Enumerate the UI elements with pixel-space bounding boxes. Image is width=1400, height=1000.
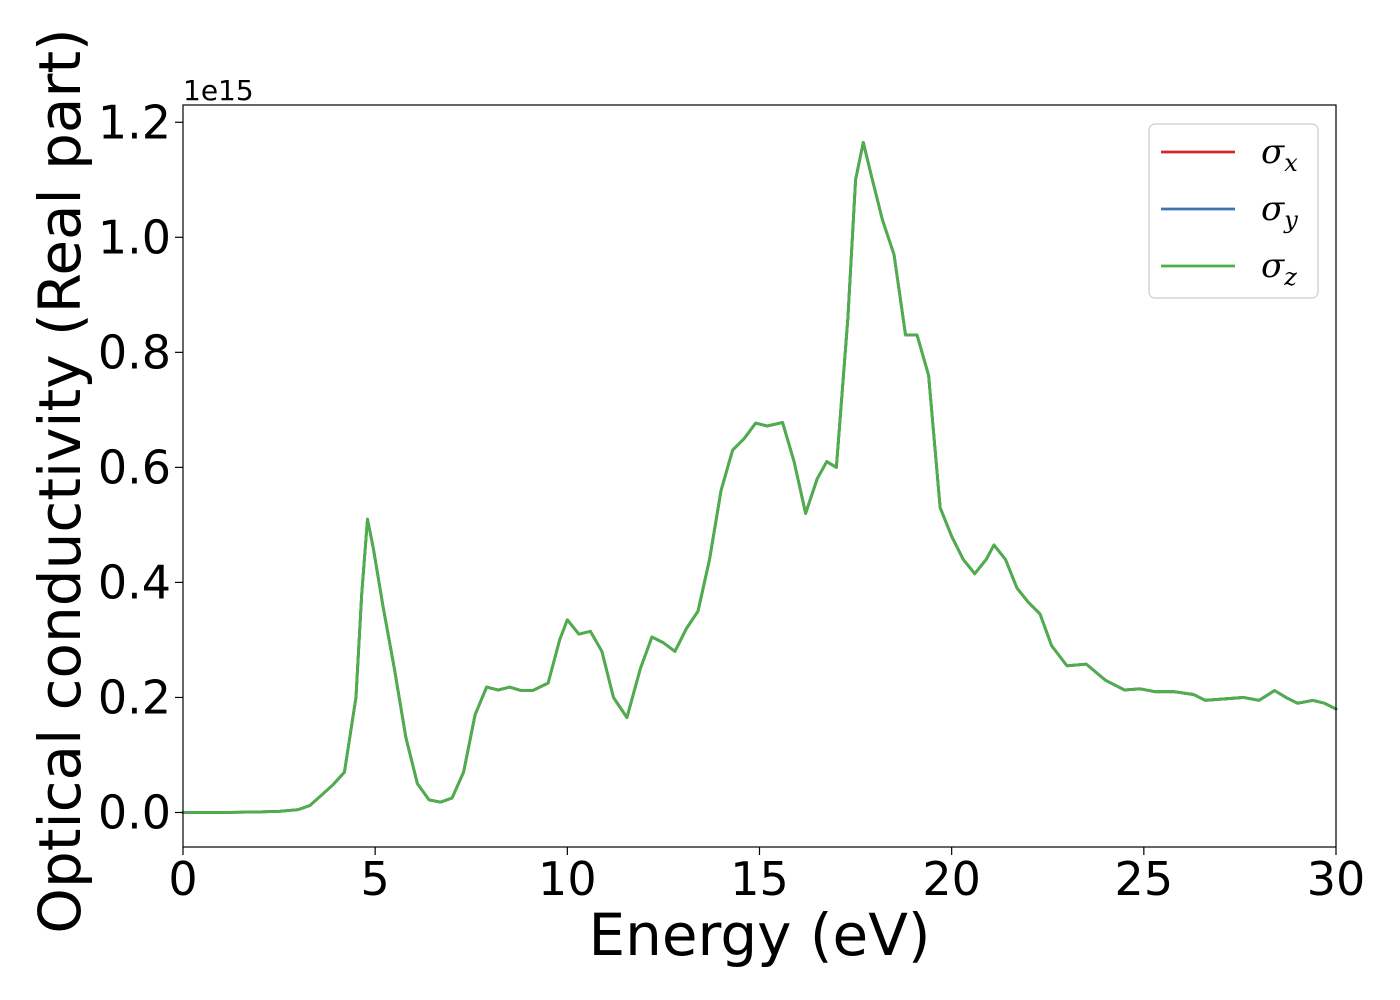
x-tick-label: 10 (538, 852, 597, 906)
x-axis: 0 5 10 15 20 25 30 (168, 847, 1365, 906)
series-line-sigma-z (181, 140, 1338, 814)
x-tick-label: 0 (168, 852, 197, 906)
x-tick-label: 20 (922, 852, 981, 906)
legend-label-sigma-z: σz (1261, 246, 1297, 291)
legend: σx σy σz (1148, 123, 1319, 299)
x-tick-label: 5 (361, 852, 390, 906)
legend-label-sigma-y: σy (1261, 189, 1298, 234)
y-tick-label: 0.2 (98, 670, 171, 724)
x-tick-label: 15 (730, 852, 789, 906)
x-tick-label: 30 (1307, 852, 1366, 906)
y-axis: 0.0 0.2 0.4 0.6 0.8 1.0 1.2 (98, 95, 183, 839)
plot-area (183, 105, 1336, 847)
x-tick-label: 25 (1115, 852, 1174, 906)
y-axis-label: Optical conductivity (Real part) (26, 28, 94, 933)
y-tick-label: 1.2 (98, 95, 171, 149)
legend-label-sigma-x: σx (1261, 132, 1298, 177)
y-tick-label: 0.4 (98, 555, 171, 609)
y-tick-label: 0.8 (98, 325, 171, 379)
series-layer (181, 140, 1338, 814)
legend-box (1148, 123, 1319, 299)
y-axis-offset-text: 1e15 (183, 74, 254, 107)
y-tick-label: 0.6 (98, 440, 171, 494)
x-axis-label: Energy (eV) (588, 901, 930, 969)
y-tick-label: 0.0 (98, 785, 171, 839)
y-tick-label: 1.0 (98, 210, 171, 264)
